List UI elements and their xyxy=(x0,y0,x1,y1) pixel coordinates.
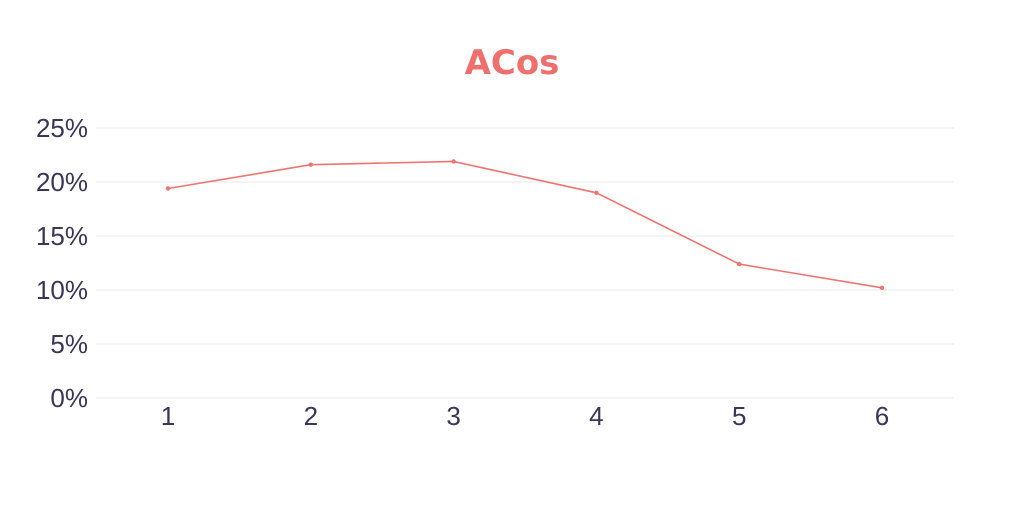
y-tick-label: 15% xyxy=(36,221,88,251)
x-tick-label: 2 xyxy=(304,401,318,431)
gridlines xyxy=(96,127,954,399)
data-point xyxy=(308,162,313,167)
x-tick-label: 6 xyxy=(875,401,889,431)
y-tick-label: 10% xyxy=(36,275,88,305)
x-tick-label: 1 xyxy=(161,401,175,431)
series-layer xyxy=(165,159,885,291)
y-tick-label: 5% xyxy=(50,329,88,359)
y-tick-label: 20% xyxy=(36,167,88,197)
x-tick-label: 3 xyxy=(446,401,460,431)
x-tick-label: 5 xyxy=(732,401,746,431)
x-tick-label: 4 xyxy=(589,401,603,431)
data-point xyxy=(594,190,599,195)
y-tick-label: 0% xyxy=(50,383,88,413)
series-line xyxy=(167,160,883,289)
data-point xyxy=(879,285,885,291)
data-point xyxy=(737,261,742,267)
data-point xyxy=(165,186,171,191)
y-axis-tick-labels: 0% 5% 10% 15% 20% 25% xyxy=(36,113,88,413)
y-tick-label: 25% xyxy=(36,113,88,143)
chart-title: ACos xyxy=(465,43,560,83)
data-point xyxy=(451,159,456,164)
x-axis-tick-labels: 1 2 3 4 5 6 xyxy=(161,401,889,431)
